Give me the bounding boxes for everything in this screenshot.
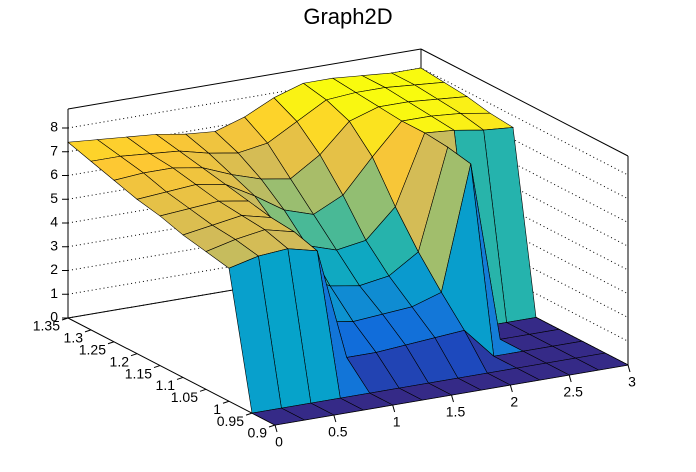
x-tick-label: 0.5 xyxy=(328,424,348,440)
x-tick-label: 2.5 xyxy=(563,384,583,400)
y-tick-label: 1 xyxy=(213,401,221,417)
y-tick-label: 0.9 xyxy=(248,425,268,441)
y-tick xyxy=(130,353,138,357)
x-tick xyxy=(568,374,572,383)
x-tick-label: 2 xyxy=(510,394,518,410)
surface-cell xyxy=(251,407,306,426)
z-tick-label: 6 xyxy=(50,166,58,182)
x-tick-label: 0 xyxy=(275,434,283,450)
y-tick-label: 1.15 xyxy=(125,365,152,381)
z-tick-label: 1 xyxy=(50,285,58,301)
y-tick xyxy=(84,329,92,333)
z-tick-label: 5 xyxy=(50,190,58,206)
x-tick xyxy=(392,404,396,413)
x-tick-label: 1 xyxy=(393,414,401,430)
x-tick xyxy=(451,394,454,403)
z-tick-label: 2 xyxy=(50,261,58,277)
z-tick-label: 0 xyxy=(50,309,58,325)
y-tick xyxy=(61,317,69,321)
y-tick-label: 1.35 xyxy=(33,318,60,334)
y-tick xyxy=(107,341,115,345)
x-tick-label: 1.5 xyxy=(446,404,466,420)
x-tick-label: 3 xyxy=(628,374,636,390)
y-tick-label: 1.2 xyxy=(110,353,130,369)
y-tick xyxy=(199,388,207,392)
x-tick xyxy=(333,414,337,423)
axis-line xyxy=(67,317,276,426)
y-tick xyxy=(176,376,184,380)
y-tick xyxy=(245,412,253,416)
y-tick-label: 1.05 xyxy=(171,389,198,405)
y-tick-label: 0.95 xyxy=(217,413,244,429)
z-tick-label: 7 xyxy=(50,142,58,158)
axis-box xyxy=(67,48,422,110)
x-tick xyxy=(274,424,278,433)
x-tick xyxy=(509,384,513,393)
z-tick-label: 3 xyxy=(50,237,58,253)
y-tick-label: 1.1 xyxy=(156,377,176,393)
y-tick xyxy=(268,424,276,428)
y-tick xyxy=(153,365,161,369)
chart-title: Graph2D xyxy=(303,4,392,29)
y-tick-label: 1.25 xyxy=(79,341,106,357)
y-tick-label: 1.3 xyxy=(64,330,84,346)
axis-box xyxy=(420,48,629,157)
z-tick-label: 8 xyxy=(50,119,58,135)
y-tick xyxy=(222,400,230,404)
z-tick-label: 4 xyxy=(50,214,58,230)
x-tick xyxy=(627,364,631,373)
